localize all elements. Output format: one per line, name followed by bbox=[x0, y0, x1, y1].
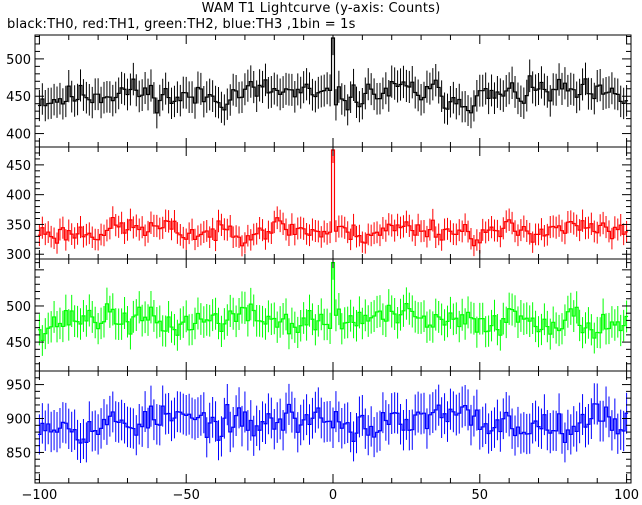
y-tick-label: 850 bbox=[6, 446, 31, 461]
y-tick-label: 400 bbox=[6, 128, 31, 143]
y-tick-label: 950 bbox=[6, 379, 31, 394]
y-tick-label: 500 bbox=[6, 300, 31, 315]
y-tick-label: 900 bbox=[6, 413, 31, 428]
x-tick-label: −100 bbox=[22, 488, 58, 503]
x-tick-label: 50 bbox=[472, 488, 489, 503]
series-th3 bbox=[37, 383, 629, 463]
y-tick-label: 500 bbox=[6, 53, 31, 68]
y-tick-label: 300 bbox=[6, 248, 31, 263]
panel-th3: 850 900 950 bbox=[6, 370, 632, 484]
x-tick-label: 100 bbox=[614, 488, 639, 503]
x-tick-label: −50 bbox=[172, 488, 199, 503]
chart-subtitle: black:TH0, red:TH1, green:TH2, blue:TH3 … bbox=[7, 17, 356, 32]
step-line-th3 bbox=[37, 403, 629, 444]
chart-title: WAM T1 Lightcurve (y-axis: Counts) bbox=[201, 1, 441, 16]
panel-th2: 450 500 bbox=[6, 258, 632, 372]
error-bars-th3 bbox=[38, 383, 628, 463]
y-tick-label: 400 bbox=[6, 189, 31, 204]
panel-th1: 300 350 400 450 bbox=[6, 146, 632, 263]
y-tick-label: 350 bbox=[6, 218, 31, 233]
y-tick-label: 450 bbox=[6, 159, 31, 174]
y-tick-label: 450 bbox=[6, 90, 31, 105]
y-tick-label: 450 bbox=[6, 336, 31, 351]
series-th1 bbox=[37, 147, 629, 257]
step-line-th1 bbox=[37, 149, 629, 247]
panel-th0: 400 450 500 bbox=[6, 34, 632, 148]
x-tick-label: 0 bbox=[329, 488, 337, 503]
